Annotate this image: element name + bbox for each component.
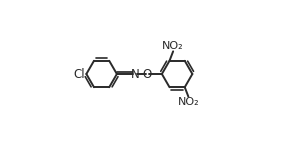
Text: O: O [143,67,152,81]
Text: N: N [130,67,139,81]
Text: NO₂: NO₂ [178,97,199,107]
Text: NO₂: NO₂ [162,41,184,51]
Text: Cl: Cl [74,67,85,81]
